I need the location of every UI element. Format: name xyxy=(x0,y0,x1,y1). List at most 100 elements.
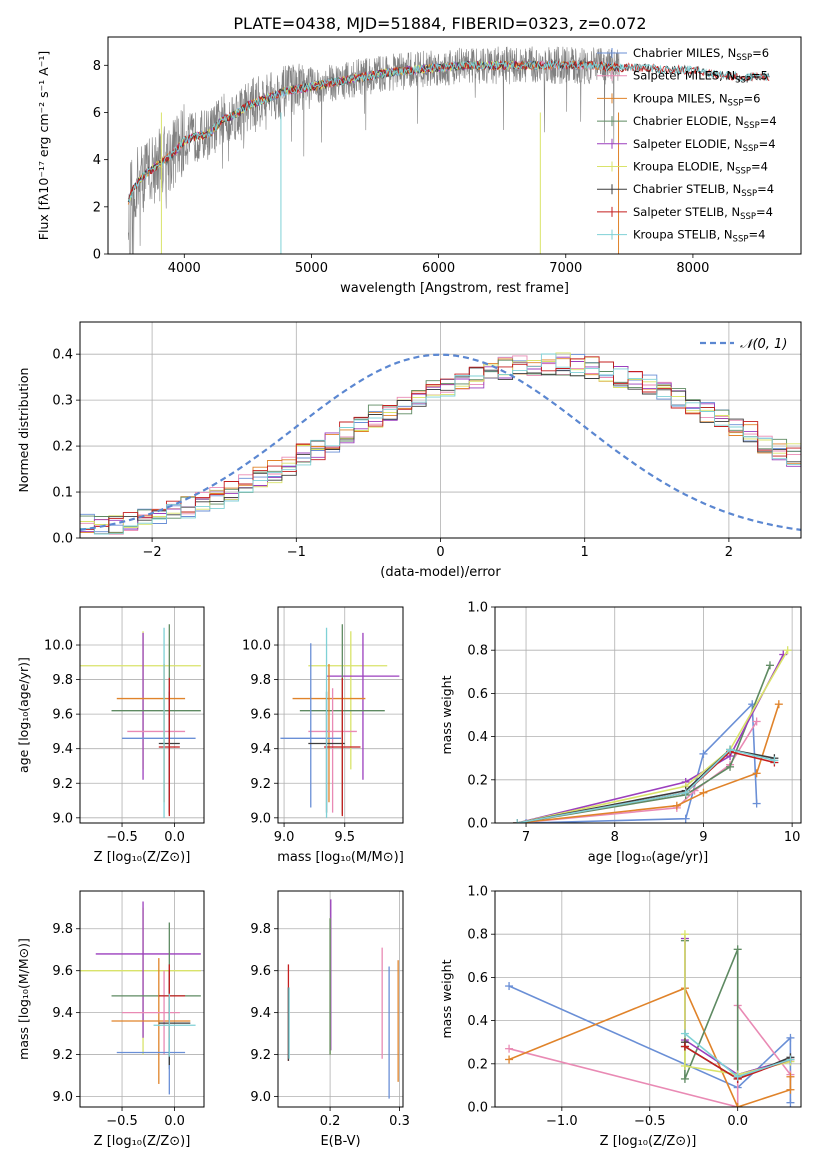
y-tick-label: 1.0 xyxy=(467,885,488,900)
x-tick-label: 7 xyxy=(522,830,530,845)
legend-label: 𝒩(0, 1) xyxy=(740,337,787,352)
axes-frame xyxy=(79,606,205,824)
model-spectrum-line xyxy=(127,59,770,203)
mass-vs-ebv-panel: 0.2 0.3 9.0 9.2 9.4 9.6 9.8 E(B-V) xyxy=(250,890,410,1149)
axes-frame xyxy=(107,36,802,255)
legend-label: Salpeter STELIB, NSSP=4 xyxy=(633,205,773,222)
y-tick-label: 9.8 xyxy=(52,673,73,688)
y-axis-label: mass weight xyxy=(439,675,454,754)
spectrum-legend: Chabrier MILES, NSSP=6 Salpeter MILES, NS… xyxy=(597,46,777,245)
y-tick-label: 2 xyxy=(93,200,101,215)
axes-frame xyxy=(277,890,404,1108)
x-tick-label: −0.5 xyxy=(106,830,138,845)
histogram-step-line xyxy=(80,361,801,535)
y-axis-label: age [log₁₀(age/yr)] xyxy=(16,657,31,773)
histogram-step-line xyxy=(80,355,801,535)
y-tick-label: 10.0 xyxy=(44,639,73,654)
x-axis-label: (data-model)/error xyxy=(380,565,501,580)
x-tick-label: 1 xyxy=(581,545,589,560)
y-tick-label: 9.6 xyxy=(52,708,73,723)
x-tick-label: 8 xyxy=(611,830,619,845)
age-vs-mass-plot-area xyxy=(280,624,400,818)
mass-weight-line xyxy=(508,985,792,1103)
y-tick-label: 8 xyxy=(93,59,101,74)
age-vs-mass-panel: 9.0 9.5 9.0 9.2 9.4 9.6 9.8 10.0 mass [log₁₀(M/M… xyxy=(242,606,404,865)
x-tick-label: −0.5 xyxy=(106,1114,138,1129)
x-tick-label: 4000 xyxy=(168,261,201,276)
y-tick-label: 9.0 xyxy=(250,811,271,826)
y-axis-label: Normed distribution xyxy=(16,368,31,493)
axes-frame xyxy=(277,606,404,824)
y-tick-label: 9.0 xyxy=(52,1090,73,1105)
x-tick-label: 2 xyxy=(725,545,733,560)
x-axis-label: E(B-V) xyxy=(320,1134,360,1149)
age-vs-z-panel: −0.5 0.0 9.0 9.2 9.4 9.6 9.8 10.0 Z [log₁₀(Z/Z⊙)… xyxy=(16,606,205,865)
legend-label: Salpeter MILES, NSSP=5 xyxy=(633,69,768,86)
y-tick-label: 0.4 xyxy=(467,1014,488,1029)
x-axis-label: age [log₁₀(age/yr)] xyxy=(588,850,709,865)
y-tick-label: 9.6 xyxy=(250,964,271,979)
y-tick-label: 9.2 xyxy=(52,777,73,792)
x-tick-label: 9 xyxy=(699,830,707,845)
axes-layer: 4000 5000 6000 7000 8000 0 2 4 6 8 wavelength [Ang… xyxy=(16,36,802,1149)
y-tick-label: 9.2 xyxy=(250,777,271,792)
y-tick-label: 0.2 xyxy=(467,773,488,788)
x-axis-label: Z [log₁₀(Z/Z⊙)] xyxy=(600,1134,697,1149)
legend-label: Chabrier STELIB, NSSP=4 xyxy=(633,182,774,199)
y-tick-label: 9.4 xyxy=(52,742,73,757)
legend-label: Chabrier MILES, NSSP=6 xyxy=(633,46,769,63)
y-tick-label: 1.0 xyxy=(467,601,488,616)
x-tick-label: 9.0 xyxy=(274,830,295,845)
legend-label: Chabrier ELODIE, NSSP=4 xyxy=(633,114,777,131)
y-tick-label: 9.4 xyxy=(52,1006,73,1021)
age-vs-z-plot-area xyxy=(80,624,201,818)
axes-frame xyxy=(494,606,802,824)
x-tick-label: 0.3 xyxy=(389,1114,410,1129)
y-tick-label: 0 xyxy=(93,248,101,263)
legend-label: Kroupa STELIB, NSSP=4 xyxy=(633,228,765,245)
legend-label: Salpeter ELODIE, NSSP=4 xyxy=(633,137,776,154)
histogram-step-line xyxy=(80,358,801,534)
x-tick-label: 5000 xyxy=(295,261,328,276)
x-tick-label: 0.2 xyxy=(320,1114,341,1129)
y-tick-label: 9.2 xyxy=(52,1048,73,1063)
x-tick-label: 0 xyxy=(436,545,444,560)
legend-label: Kroupa MILES, NSSP=6 xyxy=(633,91,760,108)
y-tick-label: 0.2 xyxy=(52,440,73,455)
weight-vs-age-plot-area xyxy=(513,646,792,823)
x-tick-label: 8000 xyxy=(676,261,709,276)
mass-weight-line xyxy=(517,748,775,823)
x-tick-label: 6000 xyxy=(422,261,455,276)
y-tick-label: 0.2 xyxy=(467,1057,488,1072)
axes-frame xyxy=(79,890,205,1108)
mass-weight-line xyxy=(684,940,791,1080)
x-axis-label: Z [log₁₀(Z/Z⊙)] xyxy=(94,1134,191,1149)
y-tick-label: 9.6 xyxy=(250,708,271,723)
y-tick-label: 0.0 xyxy=(467,817,488,832)
x-tick-label: 7000 xyxy=(549,261,582,276)
mass-vs-z-plot-area xyxy=(80,901,201,1095)
y-tick-label: 0.3 xyxy=(52,394,73,409)
y-tick-label: 9.6 xyxy=(52,964,73,979)
y-tick-label: 9.8 xyxy=(52,922,73,937)
x-tick-label: 0.0 xyxy=(727,1114,748,1129)
y-tick-label: 0.1 xyxy=(52,486,73,501)
x-axis-label: mass [log₁₀(M/M⊙)] xyxy=(277,850,404,865)
x-tick-label: −0.5 xyxy=(634,1114,666,1129)
axes-frame xyxy=(494,890,802,1108)
y-tick-label: 9.4 xyxy=(250,742,271,757)
x-axis-label: wavelength [Angstrom, rest frame] xyxy=(340,281,569,296)
x-tick-label: −2 xyxy=(143,545,162,560)
residuals-panel: −2 −1 0 1 2 0.0 0.1 0.2 0.3 0.4 (data-model)/error… xyxy=(16,321,802,580)
mass-weight-line xyxy=(525,702,758,823)
histogram-step-line xyxy=(80,353,801,535)
y-tick-label: 0.0 xyxy=(52,532,73,547)
x-tick-label: −1.0 xyxy=(546,1114,578,1129)
y-tick-label: 4 xyxy=(93,153,101,168)
y-tick-label: 0.4 xyxy=(467,730,488,745)
figure-title: PLATE=0438, MJD=51884, FIBERID=0323, z=0… xyxy=(233,14,646,33)
weight-vs-z-plot-area xyxy=(505,930,795,1107)
histogram-step-line xyxy=(80,359,801,533)
x-tick-label: 0.0 xyxy=(164,830,185,845)
spectrum-plot-area xyxy=(127,46,770,254)
